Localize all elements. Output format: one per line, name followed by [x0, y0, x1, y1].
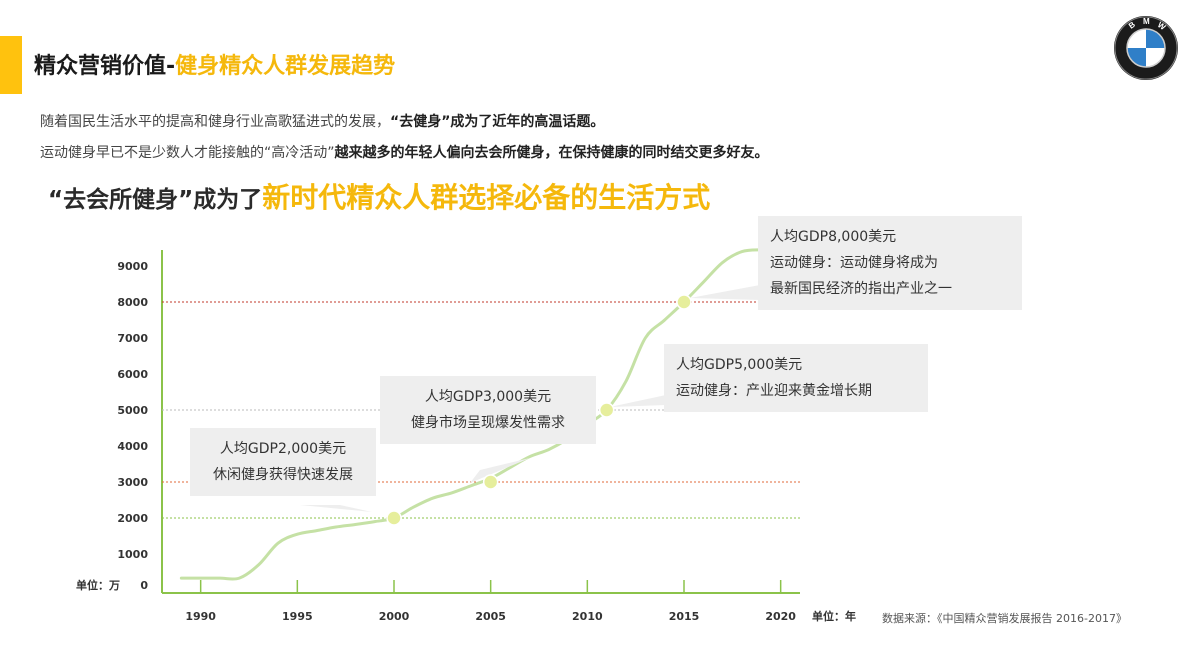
marker-2005: [482, 474, 499, 490]
y-tick-label-6000: 6000: [117, 368, 148, 381]
y-tick-label-0: 0: [140, 579, 148, 592]
callout-gdp-3000: 人均GDP3,000美元 健身市场呈现爆发性需求: [380, 376, 596, 444]
callout-gdp-2000: 人均GDP2,000美元 休闲健身获得快速发展: [190, 428, 376, 496]
intro-line-1-text: 随着国民生活水平的提高和健身行业高歌猛进式的发展，: [40, 114, 390, 130]
x-tick-label-2010: 2010: [572, 610, 603, 623]
y-tick-label-9000: 9000: [117, 260, 148, 273]
y-tick-label-2000: 2000: [117, 512, 148, 525]
marker-2011: [598, 402, 615, 418]
data-source-note: 数据来源：《中国精众营销发展报告 2016-2017》: [882, 612, 1127, 625]
x-tick-label-2005: 2005: [475, 610, 506, 623]
callout-pointer-3: [610, 395, 666, 407]
callout-gdp-2000-line-1: 人均GDP2,000美元: [219, 441, 347, 457]
callout-pointer-1: [300, 505, 372, 512]
x-tick-label-1990: 1990: [185, 610, 216, 623]
svg-text:M: M: [1143, 17, 1150, 26]
y-tick-label-4000: 4000: [117, 440, 148, 453]
callout-gdp-8000-line-3: 最新国民经济的指出产业之一: [770, 281, 952, 297]
svg-text:B: B: [1127, 20, 1137, 31]
y-tick-label-3000: 3000: [117, 476, 148, 489]
callout-gdp-8000-line-1: 人均GDP8,000美元: [770, 229, 897, 245]
headline-part-1: “去会所健身”成为了: [48, 187, 263, 213]
headline-part-2: 新时代精众人群选择必备的生活方式: [262, 181, 711, 214]
intro-line-1: 随着国民生活水平的提高和健身行业高歌猛进式的发展，“去健身”成为了近年的高温话题…: [40, 111, 604, 131]
callout-gdp-8000-line-2: 运动健身：运动健身将成为: [770, 255, 938, 271]
callout-pointer-4: [690, 285, 760, 300]
series-line: [179, 248, 763, 581]
callout-gdp-2000-line-2: 休闲健身获得快速发展: [213, 467, 353, 483]
callout-gdp-5000-line-1: 人均GDP5,000美元: [676, 357, 803, 373]
y-tick-label-1000: 1000: [117, 548, 148, 561]
callout-gdp-5000-line-2: 运动健身：产业迎来黄金增长期: [676, 383, 872, 399]
marker-2015: [676, 294, 692, 310]
y-tick-label-7000: 7000: [117, 332, 148, 345]
y-tick-label-5000: 5000: [117, 404, 148, 417]
x-tick-label-2000: 2000: [379, 610, 410, 623]
bmw-logo: B M W: [1114, 16, 1178, 80]
intro-line-1-bold: “去健身”成为了近年的高温话题。: [390, 114, 605, 130]
title-accent-bar: [0, 36, 22, 94]
callout-gdp-8000: 人均GDP8,000美元 运动健身：运动健身将成为 最新国民经济的指出产业之一: [758, 216, 1022, 310]
title-highlight: 健身精众人群发展趋势: [175, 54, 396, 79]
x-axis-unit-label: 单位：年: [812, 609, 856, 623]
x-tick-label-2015: 2015: [669, 610, 700, 623]
intro-line-2-text: 运动健身早已不是少数人才能接触的“高冷活动”: [40, 145, 335, 161]
svg-text:W: W: [1156, 20, 1168, 32]
y-axis-unit-label: 单位：万: [76, 578, 120, 592]
marker-2000: [386, 510, 402, 526]
headline: “去会所健身”成为了新时代精众人群选择必备的生活方式: [48, 176, 710, 216]
intro-line-2-bold: 越来越多的年轻人偏向去会所健身，在保持健康的同时结交更多好友。: [334, 145, 769, 161]
x-tick-label-1995: 1995: [282, 610, 313, 623]
x-tick-label-2020: 2020: [765, 610, 796, 623]
y-tick-label-8000: 8000: [117, 296, 148, 309]
callout-pointer-2: [470, 458, 530, 483]
page-title: 精众营销价值-健身精众人群发展趋势: [34, 48, 395, 80]
intro-line-2: 运动健身早已不是少数人才能接触的“高冷活动”越来越多的年轻人偏向去会所健身，在保…: [40, 142, 769, 162]
callout-gdp-3000-line-2: 健身市场呈现爆发性需求: [411, 415, 565, 431]
title-main: 精众营销价值-: [34, 54, 176, 79]
callout-gdp-3000-line-1: 人均GDP3,000美元: [424, 389, 552, 405]
callout-gdp-5000: 人均GDP5,000美元 运动健身：产业迎来黄金增长期: [664, 344, 928, 412]
